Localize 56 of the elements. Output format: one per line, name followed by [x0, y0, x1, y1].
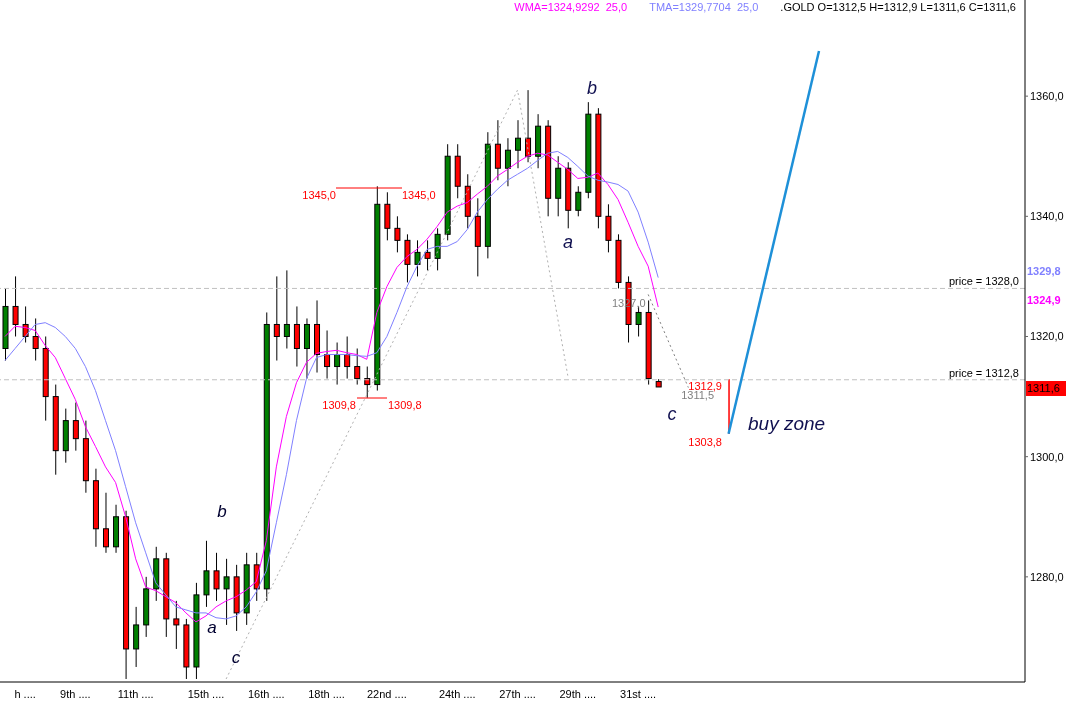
y-tick-label: 1360,0	[1030, 90, 1064, 103]
candlestick	[102, 492, 109, 554]
annotation: 1345,0	[302, 189, 336, 201]
candlestick	[344, 335, 351, 380]
x-tick-label: 31st ....	[620, 687, 657, 700]
annotation: c	[231, 648, 241, 667]
annotation: b	[217, 502, 227, 521]
text: 1329,8	[1027, 265, 1061, 277]
candlestick	[72, 402, 79, 452]
annotation: 1309,8	[322, 399, 356, 411]
candlestick	[575, 185, 582, 217]
ref-line-label: price = 1328,0	[948, 275, 1019, 288]
x-tick-label: 16th ....	[247, 687, 285, 700]
candlestick	[324, 329, 331, 380]
annotation: 1309,8	[388, 399, 422, 411]
x-tick-label: 15th ....	[187, 687, 225, 700]
y-tick-label: 1340,0	[1030, 210, 1064, 223]
annotation: 1303,8	[688, 436, 722, 448]
candlestick	[515, 119, 521, 169]
candlestick	[283, 269, 290, 350]
candlestick	[173, 600, 180, 650]
annotation: b	[586, 78, 598, 98]
chart-title: .GOLD O=1312,5 H=1312,9 L=1311,6 C=1311,6	[780, 1, 1016, 13]
text: TMA=1329,7704 25,0	[649, 1, 759, 13]
annotation: 1345,0	[402, 189, 436, 201]
x-tick-label: 29th ....	[559, 687, 597, 700]
candlestick	[32, 317, 39, 362]
annotation: a	[562, 232, 574, 252]
candlestick	[504, 137, 511, 187]
y-tick-label: 1320,0	[1030, 330, 1064, 343]
x-tick-label: 11th ....	[117, 687, 154, 700]
candlestick	[354, 348, 361, 386]
annotation: buy zone	[748, 413, 826, 434]
x-tick-label: h ....	[14, 687, 36, 700]
x-tick-label: 9th ....	[60, 687, 91, 700]
candlestick	[213, 552, 220, 602]
candlestick	[414, 239, 421, 277]
text: 1324,9	[1027, 294, 1061, 306]
x-tick-label: 18th ....	[308, 687, 345, 700]
ref-line-label: price = 1312,8	[948, 366, 1019, 379]
annotation: a	[207, 618, 217, 637]
x-tick-label: 22nd ....	[367, 687, 407, 700]
annotation: c	[667, 404, 677, 424]
candlestick	[334, 342, 341, 386]
y-tick-label: 1300,0	[1030, 450, 1064, 463]
text: WMA=1324,9292 25,0	[514, 1, 628, 13]
text: 1311,6	[1027, 382, 1060, 394]
x-tick-label: 27th ....	[499, 687, 536, 700]
candlestick	[273, 275, 280, 362]
candlestick	[394, 215, 401, 253]
x-tick-label: 24th ....	[438, 687, 476, 700]
candlestick	[223, 558, 230, 626]
y-tick-label: 1280,0	[1030, 570, 1064, 583]
candlestick	[424, 239, 431, 271]
candlestick	[12, 275, 19, 337]
annotation: 1311,5	[681, 389, 714, 401]
